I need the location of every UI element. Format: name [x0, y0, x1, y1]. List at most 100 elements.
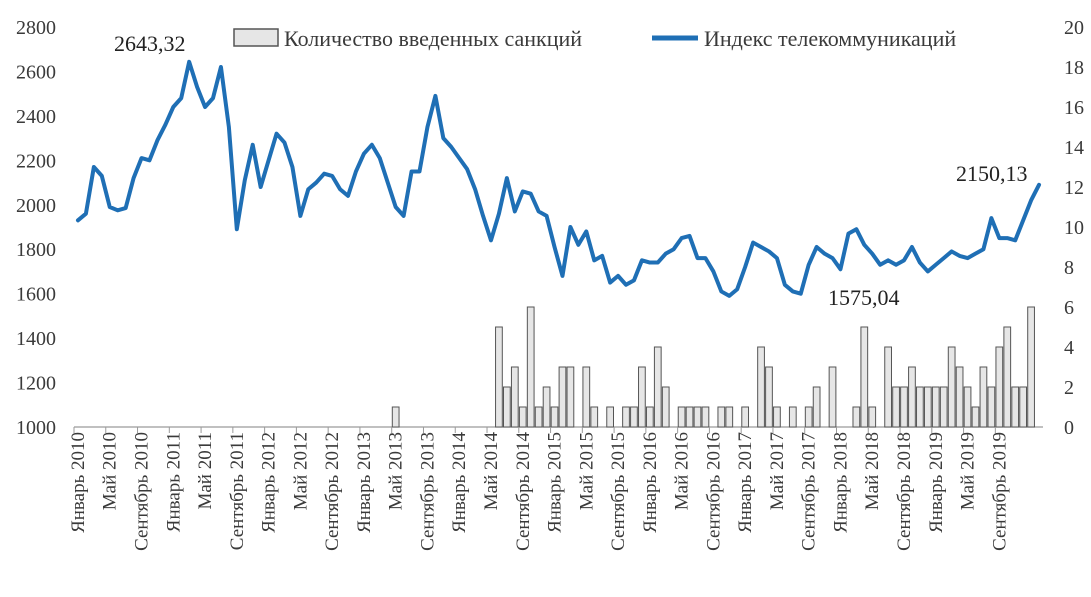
telecom-index-point — [760, 246, 762, 248]
telecom-index-point — [260, 186, 262, 188]
legend-line-label: Индекс телекоммуникаций — [704, 26, 956, 51]
telecom-index-point — [863, 244, 865, 246]
telecom-index-point — [228, 126, 230, 128]
telecom-index-point — [553, 246, 556, 248]
x-tick-label: Январь 2010 — [68, 432, 89, 533]
x-tick-label: Сентябрь 2011 — [227, 432, 248, 550]
telecom-index-point — [379, 157, 381, 159]
right-tick-label: 8 — [1064, 257, 1074, 279]
x-tick-label: Январь 2012 — [259, 432, 280, 533]
x-axis-ticks: Январь 2010 Май 2010 Сентябрь 2010 Январь 2… — [68, 427, 1010, 551]
left-tick-label: 2400 — [16, 106, 56, 128]
sanctions-bar — [495, 326, 503, 428]
sanctions-bar — [622, 406, 630, 428]
telecom-index-point — [85, 213, 87, 215]
telecom-index-point — [474, 188, 476, 190]
sanctions-bar — [534, 406, 543, 428]
sanctions-bar — [391, 406, 400, 428]
telecom-index-point — [927, 270, 929, 273]
telecom-index-point — [426, 126, 429, 128]
telecom-index-point — [148, 159, 151, 161]
telecom-index-point — [355, 170, 357, 173]
telecom-index-point — [77, 219, 79, 221]
telecom-index-point — [839, 268, 842, 270]
sanctions-bar — [503, 386, 511, 428]
right-axis-ticks: 0 2 4 6 8 10 12 14 16 18 20 — [1064, 17, 1084, 439]
telecom-index-point — [823, 253, 826, 255]
x-tick-label: Сентябрь 2017 — [799, 432, 820, 551]
telecom-index-point — [538, 210, 540, 213]
telecom-index-point — [831, 257, 834, 259]
telecom-index-point — [93, 166, 95, 168]
line-series — [75, 59, 1042, 298]
telecom-index-point — [951, 250, 953, 253]
telecom-index-point — [125, 207, 127, 209]
left-tick-label: 1600 — [16, 284, 56, 306]
sanctions-bar — [741, 406, 750, 428]
telecom-index-point — [633, 279, 635, 281]
sanctions-bar — [558, 366, 567, 428]
telecom-index-point — [943, 257, 945, 259]
telecom-index-point — [307, 188, 309, 190]
telecom-index-point — [1030, 199, 1032, 201]
telecom-index-point — [204, 106, 206, 108]
telecom-index-point — [665, 253, 667, 255]
telecom-index-point — [871, 253, 873, 255]
telecom-index-point — [887, 259, 889, 261]
telecom-index-point — [117, 209, 119, 211]
telecom-index-point — [410, 170, 413, 173]
telecom-index-point — [736, 288, 738, 290]
telecom-index-point — [688, 235, 691, 237]
telecom-index-point — [696, 257, 699, 259]
sanctions-bar — [645, 406, 654, 428]
x-tick-label: Январь 2018 — [830, 432, 851, 533]
right-tick-label: 16 — [1064, 97, 1084, 119]
telecom-index-point — [673, 248, 675, 250]
sanctions-bar — [661, 386, 670, 428]
sanctions-bar — [606, 406, 615, 428]
right-tick-label: 14 — [1064, 137, 1084, 159]
x-tick-label: Сентябрь 2013 — [417, 432, 438, 551]
telecom-index-point — [569, 226, 572, 228]
sanctions-bar — [1027, 306, 1035, 428]
telecom-index-point — [172, 106, 174, 108]
telecom-index-point — [808, 264, 810, 266]
x-tick-label: Сентябрь 2010 — [132, 432, 153, 551]
x-tick-label: Январь 2013 — [354, 432, 375, 533]
telecom-index-point — [712, 270, 714, 273]
sanctions-bar — [677, 406, 686, 428]
telecom-index-point — [752, 241, 754, 244]
sanctions-bar — [518, 406, 527, 428]
legend-bar-swatch — [233, 28, 279, 47]
telecom-index-point — [895, 264, 897, 266]
sanctions-bar — [828, 366, 837, 428]
sanctions-bar — [582, 366, 591, 428]
telecom-index-point — [498, 213, 500, 215]
sanctions-bar — [685, 406, 694, 428]
telecom-index-point — [720, 290, 722, 293]
sanctions-bar — [717, 406, 726, 428]
x-tick-label: Май 2012 — [290, 432, 311, 510]
telecom-index-point — [959, 255, 961, 257]
sanctions-bar — [892, 386, 900, 428]
telecom-index-point — [363, 153, 365, 155]
sanctions-bar — [526, 306, 535, 428]
x-tick-label: Сентябрь 2014 — [513, 432, 534, 551]
telecom-index-point — [196, 86, 198, 88]
telecom-index-point — [847, 233, 850, 235]
telecom-index-point — [792, 290, 794, 293]
telecom-index-point — [609, 281, 611, 284]
sanctions-bar — [931, 386, 940, 428]
telecom-index-point — [681, 237, 683, 239]
telecom-index-point — [641, 259, 643, 261]
telecom-index-point — [315, 181, 317, 184]
telecom-index-point — [220, 66, 222, 68]
telecom-index-point — [482, 215, 484, 217]
telecom-index-point — [267, 159, 270, 161]
legend: Количество введенных санкций Индекс теле… — [233, 26, 956, 51]
telecom-index-point — [903, 259, 905, 261]
left-axis-ticks: 1000 1200 1400 1600 1800 2000 2200 2400 2600 2800 — [16, 17, 56, 439]
telecom-index-point — [1022, 219, 1024, 221]
telecom-index-point — [522, 190, 524, 193]
right-tick-label: 10 — [1064, 217, 1084, 239]
